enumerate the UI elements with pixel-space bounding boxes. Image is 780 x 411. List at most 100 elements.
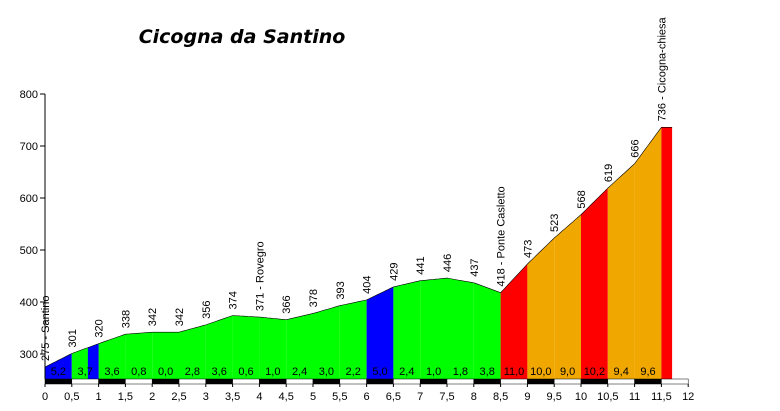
elevation-label: 338 [120,310,132,328]
profile-segment [634,127,662,379]
gradient-label: 0,0 [158,366,173,378]
elevation-label: 378 [308,289,320,307]
gradient-label: 1,8 [453,366,468,378]
elevation-label: 320 [94,319,106,337]
x-tick-label: 1,5 [118,391,133,403]
gradient-label: 5,0 [372,366,387,378]
elevation-label: 374 [228,291,240,309]
x-tick-label: 6 [364,391,370,403]
profile-segment [607,163,635,379]
y-tick-label: 500 [20,245,38,257]
x-tick-label: 9,5 [547,391,562,403]
gradient-labels: 5,2 3,7 3,6 0,8 0,0 2,8 3,6 0,6 1,0 2,4 3,0 2,2 5,0 2… [51,366,656,378]
x-tick-label: 10 [575,391,587,403]
scale-block [285,378,314,385]
x-tick-label: 9 [524,391,530,403]
profile-segment [313,305,340,379]
profile-segment [259,317,287,379]
gradient-label: 1,0 [426,366,441,378]
elevation-labels: 275 - Santino 301 320 338 342 342 356 374 371 - … [40,16,668,361]
x-tick-label: 8 [471,391,477,403]
scale-block [98,378,126,385]
scale-block [232,378,260,385]
gradient-label: 10,0 [530,366,551,378]
x-tick-label: 5,5 [332,391,347,403]
profile-segment [339,299,367,379]
scale-block [71,378,99,385]
scale-block [125,378,153,385]
gradient-label: 3,6 [212,366,227,378]
profile-segment [527,238,555,379]
elevation-label: 404 [362,276,374,294]
x-tick-label: 8,5 [493,391,508,403]
y-tick-label: 800 [20,89,38,101]
gradient-label: 0,8 [131,366,146,378]
elevation-label: 619 [603,164,615,182]
x-tick-label: 11,5 [651,391,672,403]
elevation-label: 666 [630,139,642,157]
profile-outline [44,127,673,368]
x-tick-label: 3,5 [225,391,240,403]
elevation-label: 446 [442,254,454,272]
profile-segment [661,127,673,379]
scale-block [419,378,448,385]
profile-segment [581,188,608,379]
gradient-label: 9,4 [614,366,629,378]
profile-segment [45,353,72,379]
profile-segment [232,315,260,379]
elevation-label: 366 [281,295,293,313]
scale-block [580,378,609,385]
scale-block [393,378,421,385]
y-tick-label: 700 [20,141,38,153]
profile-segment [179,324,206,379]
x-tick-label: 11 [629,391,640,403]
scale-block [500,378,528,385]
elevation-label: 523 [549,214,561,232]
scale-block [634,378,662,385]
chart-title: Cicogna da Santino [139,26,346,48]
x-tick-label: 4,5 [279,391,294,403]
elevation-label: 441 [415,256,427,274]
profile-segment [473,282,501,379]
gradient-label: 11,0 [504,366,525,378]
profile-segment [366,286,394,379]
elevation-label: 342 [174,308,186,326]
gradient-label: 0,6 [238,366,253,378]
x-tick-label: 10,5 [597,391,618,403]
y-tick-label: 600 [20,193,38,205]
scale-block [473,378,501,385]
elevation-label: 275 - Santino [40,296,52,361]
elevation-label: 342 [147,308,159,326]
elevation-label: 473 [522,240,534,258]
profile-segment [393,280,421,379]
gradient-label: 10,2 [584,366,605,378]
elevation-label: 356 [201,301,213,319]
x-tick-label: 2 [149,391,155,403]
gradient-label: 3,8 [480,366,495,378]
scale-block [44,378,73,385]
gradient-label: 3,6 [104,366,119,378]
x-tick-label: 5 [310,391,316,403]
gradient-label: 3,7 [78,366,93,378]
elevation-label: 568 [576,190,588,208]
elevation-label: 301 [67,329,79,347]
scale-block [205,378,233,385]
x-tick-label: 3 [203,391,209,403]
gradient-label: 2,2 [346,366,361,378]
gradient-label: 3,0 [319,366,334,378]
profile-segment [98,334,126,379]
gradient-label: 9,0 [560,366,575,378]
profile-line [44,127,673,368]
gradient-label: 9,6 [640,366,655,378]
gradient-label: 5,2 [51,366,66,378]
scale-block [527,378,555,385]
scale-block [339,378,367,385]
elevation-label: 393 [335,281,347,299]
profile-segment [286,313,313,379]
profile-segment [447,278,474,379]
scale-block [259,378,287,385]
x-tick-label: 2,5 [171,391,186,403]
x-tick-label: 0 [42,391,48,403]
scale-block [661,378,689,385]
